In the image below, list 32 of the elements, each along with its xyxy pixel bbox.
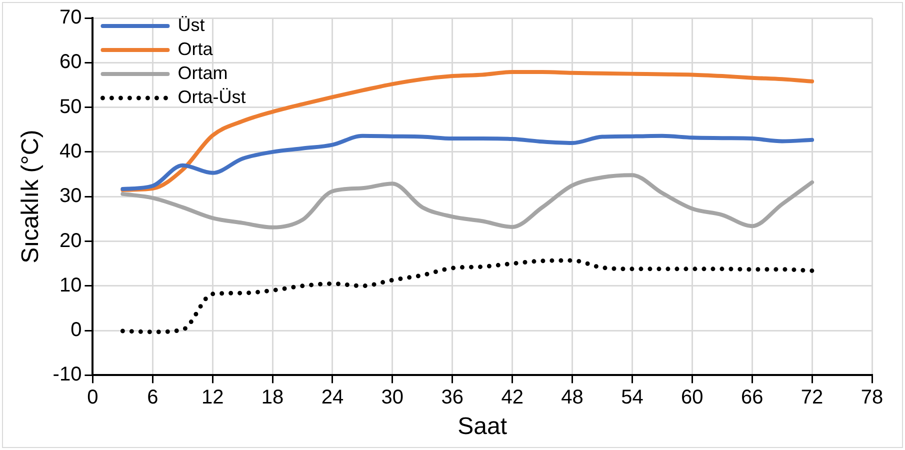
x-tick-label: 18 [261,386,284,409]
x-tick-label: 78 [860,386,884,409]
y-tick-label: 30 [59,185,82,208]
y-tick-label: 20 [59,230,82,252]
y-tick-label: 10 [59,274,82,296]
line-series [120,173,814,230]
y-tick-label: 0 [70,319,82,342]
y-tick-label: 50 [59,96,82,118]
x-tick-label: 48 [561,386,584,409]
x-tick-label: 66 [740,386,764,409]
y-tick-label: 70 [59,6,82,29]
x-tick-label: 0 [87,386,98,409]
x-tick-label: 42 [501,386,524,409]
x-tick-label: 30 [381,386,404,409]
y-axis-title: Sıcaklık (°C) [17,130,44,264]
line-series [120,134,814,192]
x-tick-label: 54 [621,386,644,409]
legend-label: Orta-Üst [178,86,246,107]
x-axis-title: Saat [458,413,508,440]
legend-label: Üst [178,14,205,35]
legend-label: Orta [178,38,214,59]
y-tick-label: 40 [59,140,82,162]
y-tick-label: -10 [52,364,82,386]
legend-label: Ortam [178,62,228,83]
line-series [120,258,814,334]
y-tick-label: 60 [59,51,82,74]
x-tick-label: 36 [441,386,464,409]
x-tick-label: 72 [800,386,824,409]
x-tick-label: 60 [681,386,704,409]
x-tick-label: 24 [321,386,344,409]
x-tick-label: 6 [147,386,158,409]
x-tick-label: 12 [201,386,224,409]
